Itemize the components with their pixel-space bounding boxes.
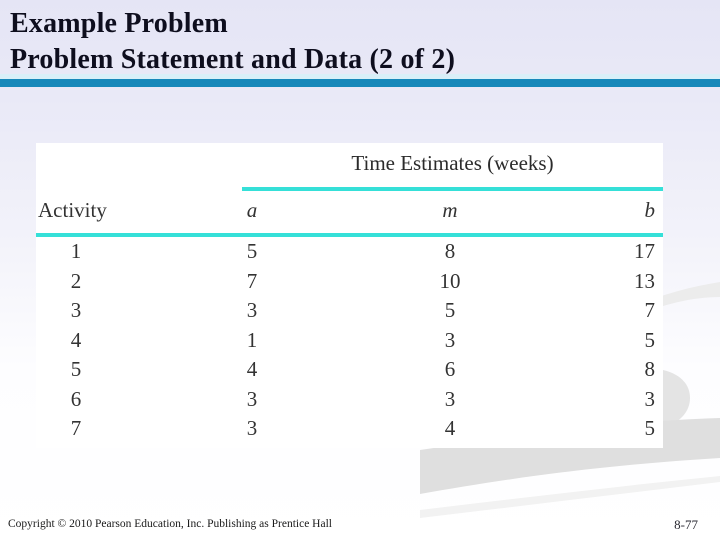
column-header-b: b	[644, 198, 656, 222]
cell-activity: 3	[70, 298, 82, 322]
cell-m: 5	[444, 298, 456, 322]
cell-m: 6	[444, 357, 456, 381]
title-divider-light	[0, 74, 720, 79]
table-group-header: Time Estimates (weeks)	[351, 151, 554, 175]
cell-m: 3	[444, 327, 456, 352]
page-number: 8-77	[674, 517, 698, 532]
cell-b: 5	[644, 327, 656, 352]
table-rule-top	[242, 187, 663, 191]
cell-m: 4	[444, 416, 456, 440]
cell-a: 3	[246, 386, 258, 411]
cell-activity: 5	[70, 357, 82, 381]
table-row: 1 5 8 17	[36, 237, 662, 267]
cell-a: 3	[246, 298, 258, 322]
column-header-m: m	[442, 198, 458, 222]
table-rule-header	[36, 233, 663, 237]
cell-b: 8	[644, 357, 656, 381]
time-estimates-table: Time Estimates (weeks) Activity a m b 1 …	[36, 143, 663, 448]
table-row: 6 3 3 3	[36, 385, 662, 415]
title-line-2: Problem Statement and Data (2 of 2)	[10, 44, 456, 75]
cell-a: 3	[246, 416, 258, 440]
table-row: 5 4 6 8	[36, 355, 662, 385]
swoosh-line-faint	[420, 476, 720, 518]
cell-activity: 1	[70, 239, 82, 263]
cell-m: 8	[444, 239, 456, 263]
cell-b: 3	[644, 386, 656, 411]
cell-a: 4	[246, 357, 258, 381]
column-header-a: a	[246, 198, 258, 222]
cell-a: 5	[246, 239, 258, 263]
table-header-row: Activity a m b	[36, 195, 662, 225]
footer-copyright: Copyright © 2010 Pearson Education, Inc.…	[8, 518, 332, 530]
title-divider-teal	[0, 79, 720, 87]
cell-m: 10	[439, 268, 461, 293]
cell-activity: 6	[70, 386, 82, 411]
table-body: 1 5 8 17 2 7 10 13 3 3 5 7 4 1 3 5	[36, 237, 663, 444]
table-row: 7 3 4 5	[36, 414, 662, 444]
cell-a: 1	[246, 327, 258, 352]
cell-activity: 7	[70, 416, 82, 440]
table-row: 4 1 3 5	[36, 326, 662, 356]
table-row: 2 7 10 13	[36, 267, 662, 297]
column-header-activity: Activity	[38, 198, 107, 222]
page-title: Example Problem Problem Statement and Da…	[10, 6, 710, 78]
cell-activity: 2	[70, 268, 82, 293]
cell-m: 3	[444, 386, 456, 411]
cell-b: 5	[644, 416, 656, 440]
cell-activity: 4	[70, 327, 82, 352]
title-line-1: Example Problem	[10, 8, 228, 39]
cell-b: 7	[644, 298, 656, 322]
cell-b: 13	[634, 268, 655, 293]
cell-a: 7	[246, 268, 258, 293]
cell-b: 17	[634, 239, 655, 263]
table-row: 3 3 5 7	[36, 296, 662, 326]
